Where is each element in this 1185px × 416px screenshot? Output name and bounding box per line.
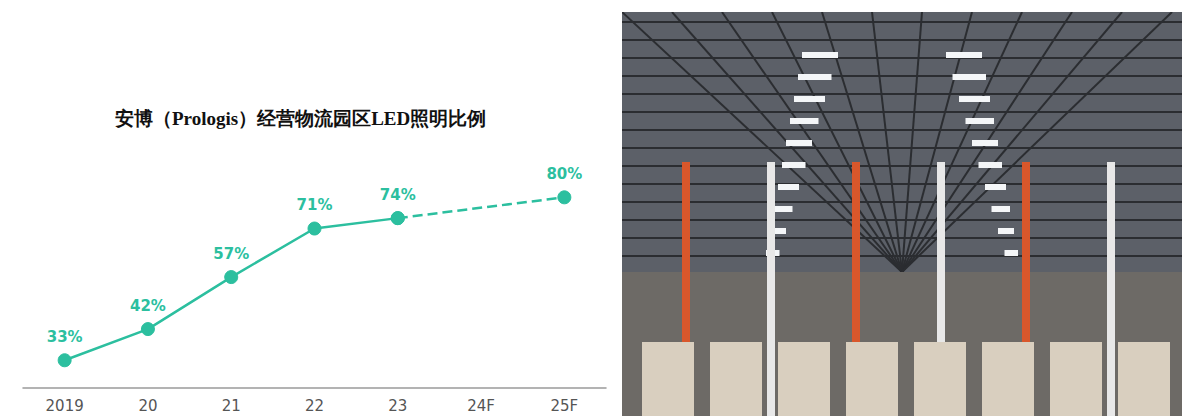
svg-text:22: 22 xyxy=(305,397,324,415)
svg-text:71%: 71% xyxy=(297,196,333,214)
svg-text:安博（Prologis）经营物流园区LED照明比例: 安博（Prologis）经营物流园区LED照明比例 xyxy=(115,108,486,129)
svg-text:80%: 80% xyxy=(546,165,582,183)
svg-text:23: 23 xyxy=(388,397,407,415)
svg-text:20: 20 xyxy=(138,397,157,415)
svg-text:57%: 57% xyxy=(213,245,249,263)
svg-text:33%: 33% xyxy=(47,328,83,346)
svg-text:25F: 25F xyxy=(550,397,578,415)
svg-text:24F: 24F xyxy=(467,397,495,415)
svg-text:74%: 74% xyxy=(380,186,416,204)
svg-text:2019: 2019 xyxy=(46,397,84,415)
svg-text:21: 21 xyxy=(222,397,241,415)
svg-text:42%: 42% xyxy=(130,297,166,315)
